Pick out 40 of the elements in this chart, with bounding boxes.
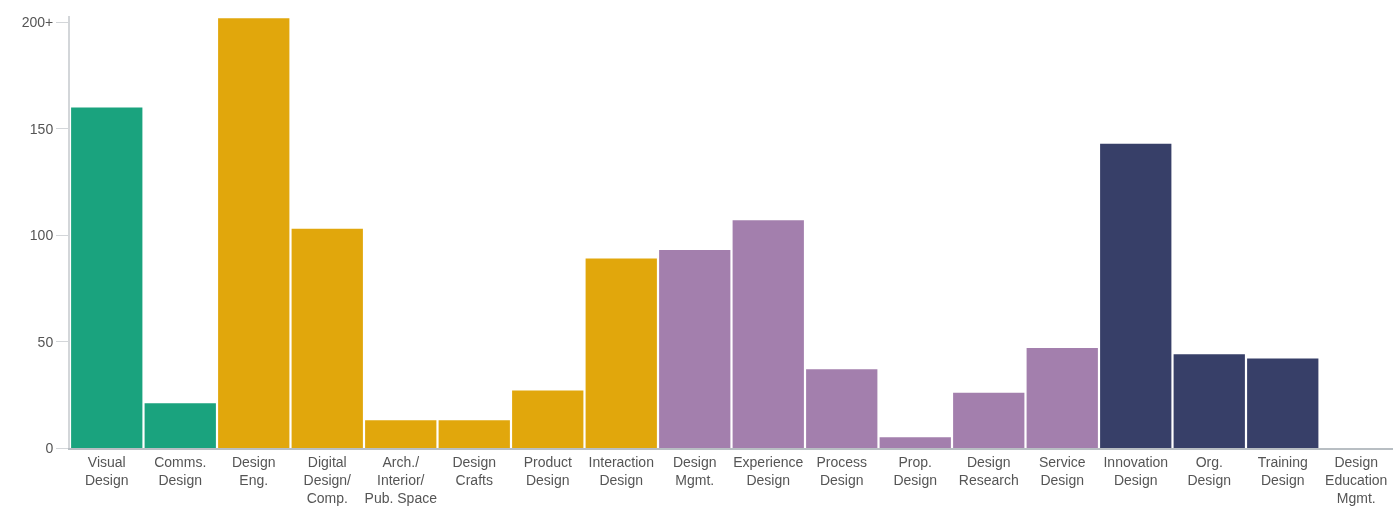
x-tick-label: Design Crafts — [452, 453, 497, 488]
x-tick-label: Product Design — [523, 453, 572, 488]
bar — [512, 390, 584, 448]
x-tick-label: Process Design — [816, 453, 868, 488]
x-tick-label: Prop. Design — [893, 453, 938, 488]
x-tick-label: Service Design — [1038, 453, 1086, 488]
x-tick-label: Design Education Mgmt. — [1325, 453, 1388, 507]
bar — [144, 403, 216, 448]
x-tick-label: Digital Design/ Comp. — [303, 453, 352, 507]
x-tick-label: Org. Design — [1187, 453, 1232, 488]
bar — [1173, 354, 1245, 448]
x-tick-label: Arch./ Interior/ Pub. Space — [364, 453, 438, 507]
bar — [438, 420, 510, 448]
y-tick-label: 150 — [29, 120, 54, 137]
y-tick-label: 200+ — [21, 14, 54, 31]
bar — [218, 18, 290, 448]
bar — [879, 437, 951, 448]
bar — [585, 258, 657, 448]
y-tick-label: 100 — [29, 227, 54, 244]
x-tick-label: Design Research — [958, 453, 1019, 488]
y-tick-label: 50 — [37, 333, 54, 350]
x-tick-label: Experience Design — [733, 453, 804, 488]
x-tick-label: Interaction Design — [588, 453, 654, 488]
bar — [365, 420, 437, 448]
bar — [1026, 347, 1098, 448]
bar — [1100, 143, 1172, 448]
bar — [291, 228, 363, 448]
x-tick-label: Innovation Design — [1103, 453, 1169, 488]
x-tick-label: Design Eng. — [231, 453, 276, 488]
x-tick-label: Training Design — [1257, 453, 1308, 488]
x-tick-label: Comms. Design — [154, 453, 207, 488]
bar — [1247, 358, 1319, 448]
bar — [71, 107, 143, 448]
bar — [953, 392, 1025, 448]
x-tick-label: Design Mgmt. — [672, 453, 717, 488]
bar — [659, 250, 731, 448]
bar — [732, 220, 804, 448]
bar — [806, 369, 878, 448]
y-tick-label: 0 — [45, 439, 54, 456]
x-tick-label: Visual Design — [84, 453, 129, 488]
